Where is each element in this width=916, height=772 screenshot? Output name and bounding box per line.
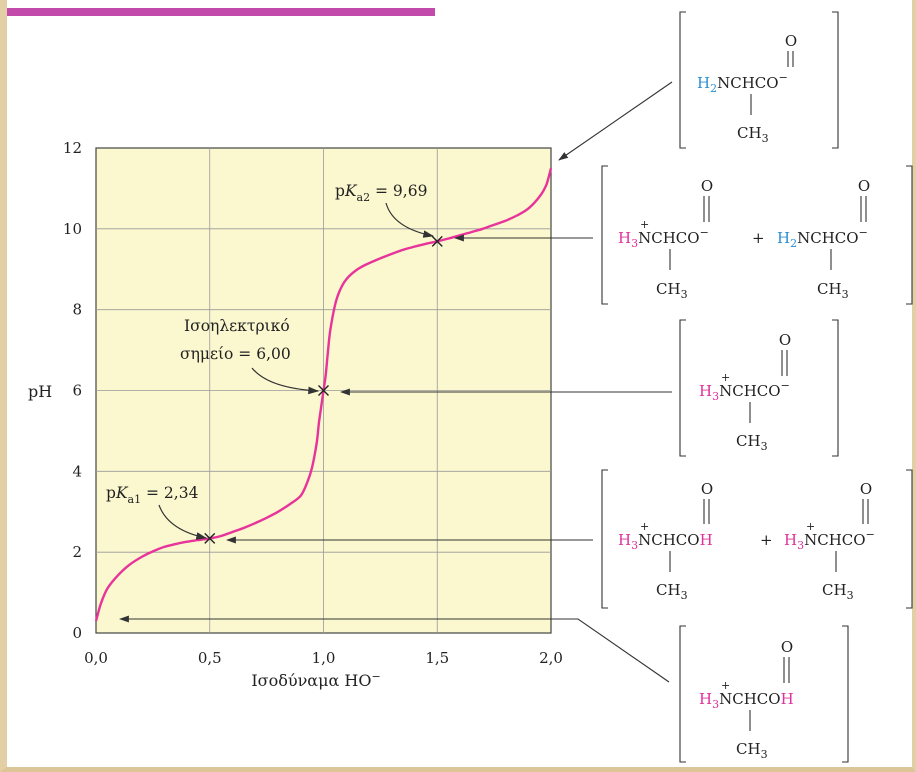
structure-zwitterion: O + H3NCHCO− CH3 [679, 319, 839, 457]
svg-text:CH3: CH3 [656, 581, 688, 602]
axis-ticks: 0,0 0,5 1,0 1,5 2,0 0 2 4 6 8 10 12 [63, 139, 563, 667]
title-accent-bar [7, 8, 435, 16]
svg-text:+: + [806, 520, 815, 533]
svg-text:+: + [640, 218, 649, 231]
svg-text:O: O [858, 177, 870, 195]
x-tick-label: 0,0 [84, 649, 108, 667]
svg-text:H2NCHCO−: H2NCHCO− [697, 71, 788, 95]
y-tick-label: 4 [72, 462, 82, 480]
svg-text:CH3: CH3 [737, 124, 769, 145]
svg-text:H3NCHCO−: H3NCHCO− [784, 528, 875, 552]
svg-text:CH3: CH3 [736, 740, 768, 761]
x-tick-label: 1,5 [425, 649, 449, 667]
structure-cation-plus-zwitterion: O + H3NCHCOH CH3 + O + H3NCHCO− CH3 [601, 469, 913, 609]
isoelectric-label-line2: σημείο = 6,00 [180, 345, 291, 363]
isoelectric-callout-arrow [251, 367, 320, 395]
svg-text:H3NCHCO−: H3NCHCO− [699, 379, 790, 403]
y-tick-label: 8 [72, 301, 82, 319]
svg-text:CH3: CH3 [656, 280, 688, 301]
pka1-callout-arrow [158, 504, 208, 540]
y-tick-label: 2 [72, 543, 82, 561]
svg-text:H3NCHCOH: H3NCHCOH [618, 531, 713, 552]
pka2-callout-arrow [385, 202, 435, 238]
svg-text:+: + [640, 520, 649, 533]
svg-text:H2NCHCO−: H2NCHCO− [777, 226, 868, 250]
y-tick-label: 10 [63, 220, 82, 238]
pka2-label: pKa2 = 9,69 [335, 182, 427, 204]
point-markers [204, 235, 443, 544]
x-axis-label: Ισοδύναμα HO− [251, 670, 380, 690]
structure-anion: O H2NCHCO− CH3 [679, 11, 839, 149]
x-tick-label: 0,5 [198, 649, 222, 667]
arrow-to-top-end [558, 81, 673, 161]
structure-zwitterion-plus-anion: O + H3NCHCO− CH3 + O H2NCHCO− CH3 [601, 165, 913, 305]
y-tick-label: 0 [72, 624, 82, 642]
svg-text:+: + [721, 679, 730, 692]
svg-text:O: O [781, 638, 793, 656]
x-marker [318, 385, 329, 396]
structure-cation: O + H3NCHCOH CH3 [679, 625, 849, 763]
arrow-to-start [119, 615, 670, 683]
y-tick-label: 6 [72, 382, 82, 400]
svg-text:+: + [721, 371, 730, 384]
pka1-label: pKa1 = 2,34 [106, 484, 199, 506]
svg-text:H3NCHCOH: H3NCHCOH [699, 690, 794, 711]
svg-text:O: O [701, 480, 713, 498]
svg-text:+: + [752, 229, 765, 247]
isoelectric-label-line1: Ισοηλεκτρικό [184, 317, 290, 335]
svg-text:CH3: CH3 [822, 581, 854, 602]
svg-text:O: O [701, 177, 713, 195]
svg-text:+: + [760, 531, 773, 549]
svg-text:CH3: CH3 [736, 432, 768, 453]
x-marker [431, 235, 443, 247]
x-tick-label: 2,0 [539, 649, 563, 667]
y-tick-label: 12 [63, 139, 82, 157]
svg-text:O: O [785, 32, 797, 50]
y-axis-label: pH [28, 382, 52, 401]
svg-text:CH3: CH3 [817, 280, 849, 301]
x-tick-label: 1,0 [312, 649, 336, 667]
svg-text:O: O [779, 331, 791, 349]
svg-text:H3NCHCO−: H3NCHCO− [618, 226, 709, 250]
svg-text:O: O [860, 480, 872, 498]
